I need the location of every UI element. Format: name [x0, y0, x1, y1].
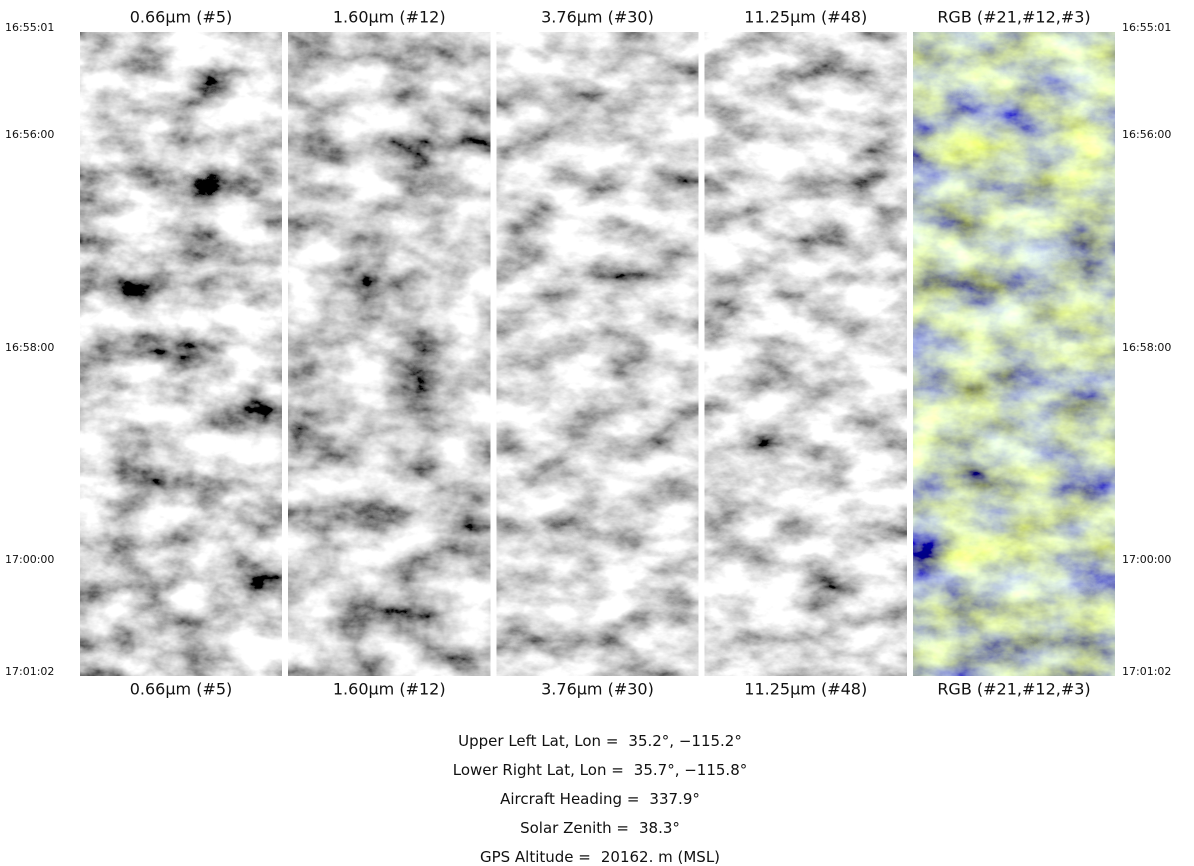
page: {"panels": [ {"label": "0.66μm (#5)"}, {…: [0, 0, 1194, 866]
image-panel: [705, 32, 907, 676]
image-panel: [497, 32, 699, 676]
time-label-right: 17:00:00: [1122, 553, 1171, 566]
band-label-top: RGB (#21,#12,#3): [937, 8, 1090, 27]
info-value: 20162. m (MSL): [601, 848, 720, 866]
time-label-left: 17:00:00: [5, 553, 54, 566]
band-label-bottom: 0.66μm (#5): [130, 680, 233, 699]
info-label: Solar Zenith =: [520, 819, 629, 837]
info-value: 337.9°: [649, 790, 699, 808]
info-line: Upper Left Lat, Lon = 35.2°, −115.2°: [458, 732, 742, 750]
info-label: Upper Left Lat, Lon =: [458, 732, 618, 750]
band-label-bottom: 11.25μm (#48): [744, 680, 867, 699]
time-label-left: 16:55:01: [5, 21, 54, 34]
info-line: Lower Right Lat, Lon = 35.7°, −115.8°: [453, 761, 748, 779]
band-label-bottom: 1.60μm (#12): [333, 680, 446, 699]
info-value: 35.7°, −115.8°: [634, 761, 747, 779]
time-label-right: 17:01:02: [1122, 665, 1171, 678]
image-panel: [288, 32, 490, 676]
info-line: Aircraft Heading = 337.9°: [500, 790, 700, 808]
time-label-left: 17:01:02: [5, 665, 54, 678]
info-value: 38.3°: [639, 819, 680, 837]
figure: 0.66μm (#5) 0.66μm (#5) 1.60μm (#12) 1.60μm…: [0, 0, 1194, 866]
info-label: Aircraft Heading =: [500, 790, 639, 808]
info-line: GPS Altitude = 20162. m (MSL): [480, 848, 720, 866]
image-panel: [913, 32, 1115, 676]
band-label-top: 1.60μm (#12): [333, 8, 446, 27]
image-panel: [80, 32, 282, 676]
info-line: Solar Zenith = 38.3°: [520, 819, 680, 837]
time-label-right: 16:56:00: [1122, 128, 1171, 141]
time-label-left: 16:58:00: [5, 341, 54, 354]
time-label-left: 16:56:00: [5, 128, 54, 141]
info-label: Lower Right Lat, Lon =: [453, 761, 624, 779]
time-label-right: 16:58:00: [1122, 341, 1171, 354]
info-label: GPS Altitude =: [480, 848, 591, 866]
band-label-bottom: RGB (#21,#12,#3): [937, 680, 1090, 699]
band-label-top: 11.25μm (#48): [744, 8, 867, 27]
band-label-bottom: 3.76μm (#30): [541, 680, 654, 699]
band-label-top: 0.66μm (#5): [130, 8, 233, 27]
info-value: 35.2°, −115.2°: [628, 732, 741, 750]
band-label-top: 3.76μm (#30): [541, 8, 654, 27]
time-label-right: 16:55:01: [1122, 21, 1171, 34]
